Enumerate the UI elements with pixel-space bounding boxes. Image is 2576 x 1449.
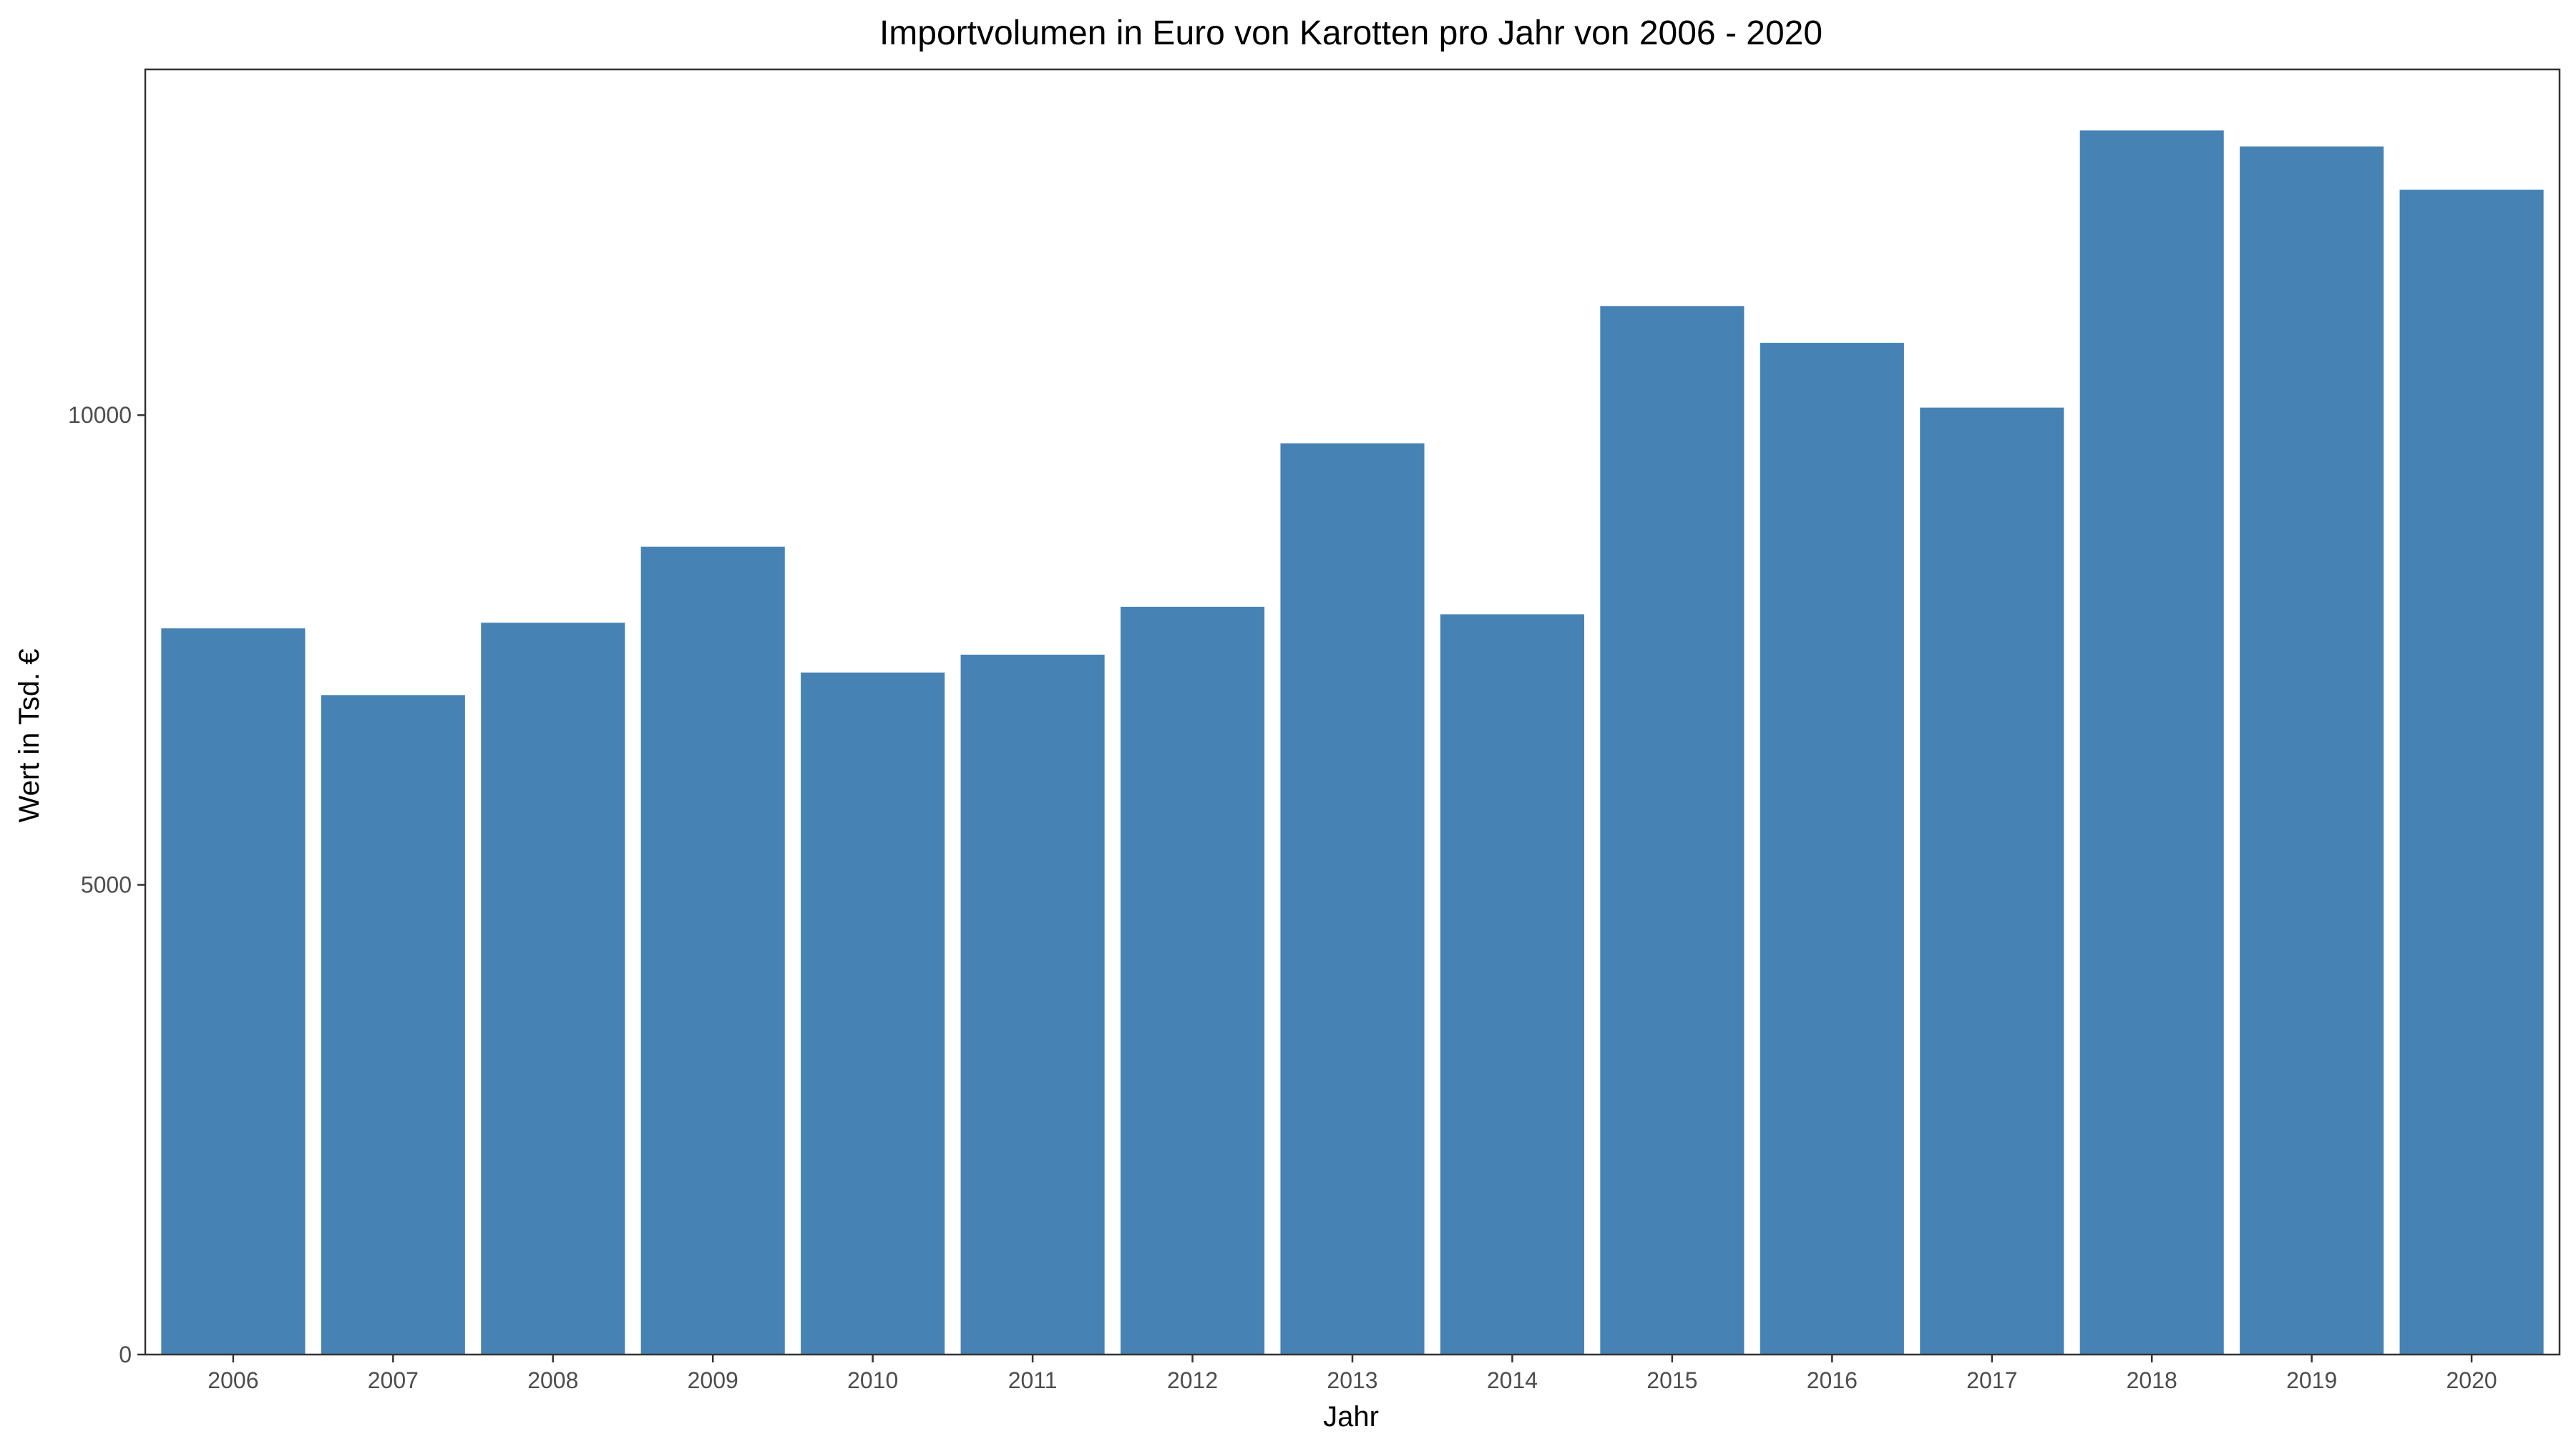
x-tick-label: 2018: [2127, 1367, 2177, 1393]
x-tick-label: 2019: [2286, 1367, 2337, 1393]
x-tick-label: 2010: [847, 1367, 898, 1393]
bar-2014: [1440, 614, 1584, 1355]
x-tick-label: 2007: [368, 1367, 419, 1393]
x-tick-label: 2011: [1008, 1367, 1058, 1393]
y-tick-label: 0: [119, 1342, 132, 1367]
y-axis-title: Wert in Tsd. €: [14, 648, 45, 822]
x-tick-label: 2014: [1487, 1367, 1538, 1393]
x-axis-title: Jahr: [1323, 1401, 1379, 1433]
bar-2020: [2399, 190, 2544, 1355]
x-tick-label: 2006: [208, 1367, 258, 1393]
bar-2008: [481, 623, 625, 1355]
x-tick-label: 2008: [527, 1367, 578, 1393]
bar-2017: [1920, 407, 2064, 1355]
x-axis: 2006 2007 2008 2009 2010 2011 2012 2013 2014 2015…: [208, 1355, 2497, 1393]
y-tick-label: 10000: [68, 402, 132, 428]
x-tick-label: 2017: [1966, 1367, 2017, 1393]
chart-title: Importvolumen in Euro von Karotten pro J…: [879, 14, 1823, 52]
x-tick-label: 2020: [2446, 1367, 2497, 1393]
bar-2013: [1280, 443, 1425, 1355]
bar-2019: [2240, 146, 2384, 1355]
bar-2018: [2079, 130, 2224, 1355]
x-tick-label: 2013: [1327, 1367, 1377, 1393]
bar-2006: [161, 628, 306, 1355]
x-tick-label: 2016: [1807, 1367, 1858, 1393]
bar-2011: [960, 654, 1105, 1355]
bar-2012: [1121, 606, 1265, 1355]
bars-group: [161, 130, 2544, 1355]
bar-2009: [640, 546, 785, 1355]
y-axis: 0 5000 10000: [68, 402, 145, 1367]
x-tick-label: 2015: [1646, 1367, 1697, 1393]
x-tick-label: 2012: [1167, 1367, 1218, 1393]
bar-2010: [801, 672, 945, 1355]
x-tick-label: 2009: [688, 1367, 738, 1393]
bar-2007: [321, 695, 465, 1355]
bar-2015: [1600, 306, 1745, 1355]
y-tick-label: 5000: [81, 872, 132, 898]
bar-2016: [1760, 343, 1904, 1355]
